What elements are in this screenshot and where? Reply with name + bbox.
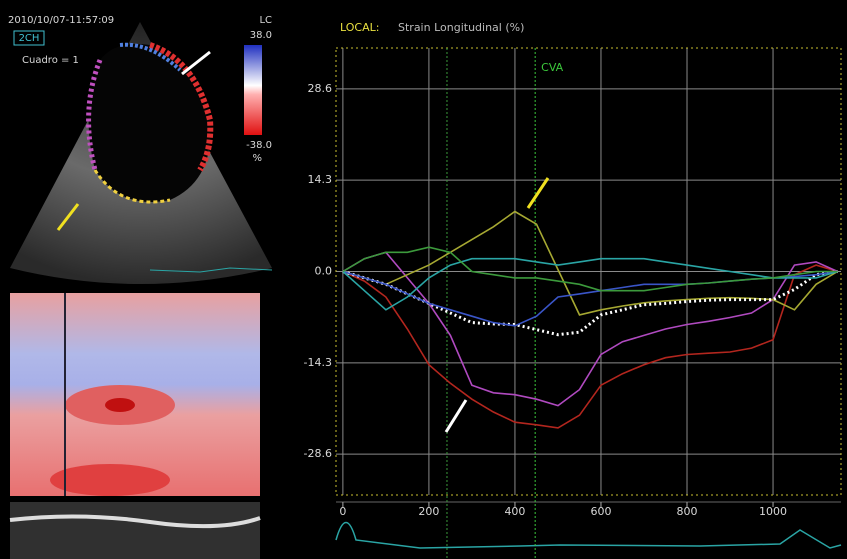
y-tick-label: -14.3 — [304, 356, 332, 369]
event-label: CVA — [541, 61, 564, 74]
series-line — [343, 252, 838, 405]
y-tick-label: 28.6 — [308, 82, 333, 95]
view-label: 2CH — [19, 33, 40, 44]
chart-title: LOCAL: — [340, 21, 379, 34]
arrow — [446, 400, 466, 432]
series-line — [343, 212, 838, 315]
page: {"panel": {"timestamp": "2010/10/07-11:5… — [0, 0, 847, 559]
color-bar — [244, 45, 262, 135]
map-blob — [50, 464, 170, 496]
series-line — [343, 247, 838, 291]
arrow — [182, 52, 210, 74]
scale-unit: % — [252, 153, 262, 164]
y-tick-label: -28.6 — [304, 447, 332, 460]
color-map — [10, 293, 260, 559]
map-blob — [105, 398, 135, 412]
series-line — [343, 259, 838, 310]
y-tick-label: 0.0 — [315, 265, 333, 278]
m-mode — [10, 502, 260, 559]
timestamp: 2010/10/07-11:57:09 — [8, 15, 114, 26]
chart-subtitle: Strain Longitudinal (%) — [398, 21, 524, 34]
frame-label: Cuadro = 1 — [22, 55, 79, 66]
scale-min: -38.0 — [246, 140, 272, 151]
screen: 2010/10/07-11:57:09 2CH Cuadro = 1 LC 38… — [0, 0, 847, 559]
arrow — [528, 178, 548, 208]
ecg-trace — [336, 523, 841, 549]
y-tick-label: 14.3 — [308, 173, 333, 186]
series-line — [343, 272, 838, 335]
echo-panel: 2010/10/07-11:57:09 2CH Cuadro = 1 LC 38… — [8, 15, 272, 284]
scale-max: 38.0 — [250, 30, 272, 41]
scale-title: LC — [259, 15, 272, 26]
